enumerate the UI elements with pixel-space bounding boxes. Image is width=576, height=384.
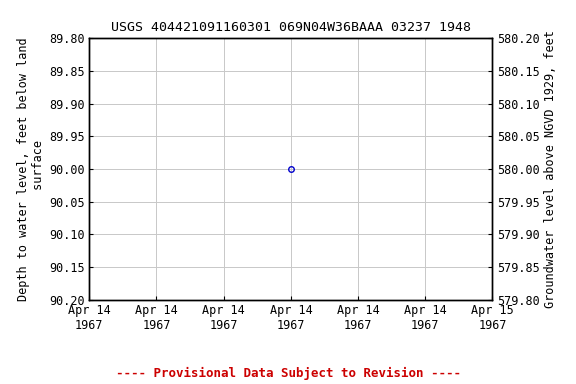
Y-axis label: Groundwater level above NGVD 1929, feet: Groundwater level above NGVD 1929, feet xyxy=(544,30,557,308)
Title: USGS 404421091160301 069N04W36BAAA 03237 1948: USGS 404421091160301 069N04W36BAAA 03237… xyxy=(111,22,471,35)
Y-axis label: Depth to water level, feet below land
 surface: Depth to water level, feet below land su… xyxy=(17,37,44,301)
Text: ---- Provisional Data Subject to Revision ----: ---- Provisional Data Subject to Revisio… xyxy=(116,367,460,380)
